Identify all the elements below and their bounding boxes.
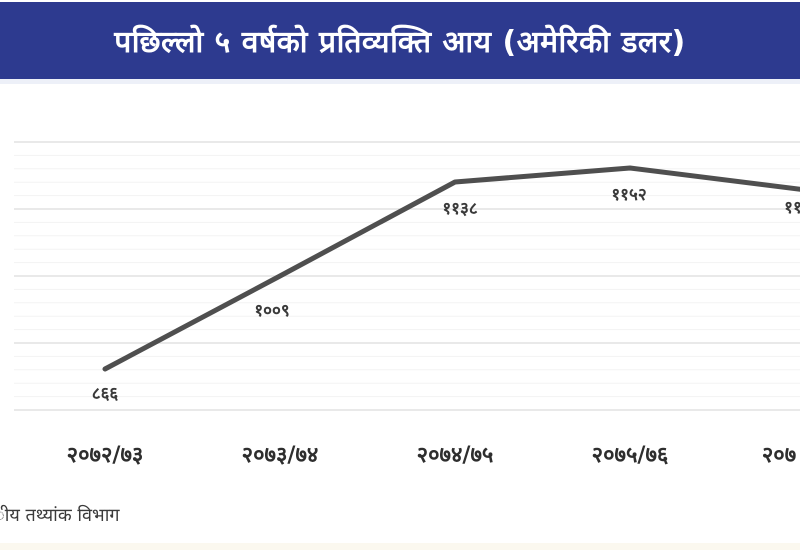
data-point-label: ११ (784, 198, 800, 218)
title-banner: पछिल्लो ५ वर्षको प्रतिव्यक्ति आय (अमेरिक… (0, 2, 800, 79)
x-axis-tick-label: २०७२/७३ (66, 443, 144, 468)
data-point-label: ११३८ (442, 199, 478, 219)
banner-underline (0, 79, 800, 84)
data-point-label: ८६६ (91, 384, 119, 404)
x-axis-tick-label: २०७३/७४ (241, 443, 319, 468)
data-point-label: १००९ (254, 301, 290, 321)
chart-title: पछिल्लो ५ वर्षको प्रतिव्यक्ति आय (अमेरिक… (114, 25, 686, 60)
x-axis-tick-label: २०७ (761, 443, 797, 468)
gridlines-group (14, 141, 800, 411)
data-point-label: ११५२ (611, 185, 647, 205)
x-axis-tick-label: २०७४/७५ (416, 443, 494, 468)
trend-line (102, 165, 800, 372)
source-text: ीय तथ्यांक विभाग (0, 505, 120, 526)
bottom-strip (0, 543, 800, 550)
x-axis-tick-label: २०७५/७६ (591, 443, 669, 468)
